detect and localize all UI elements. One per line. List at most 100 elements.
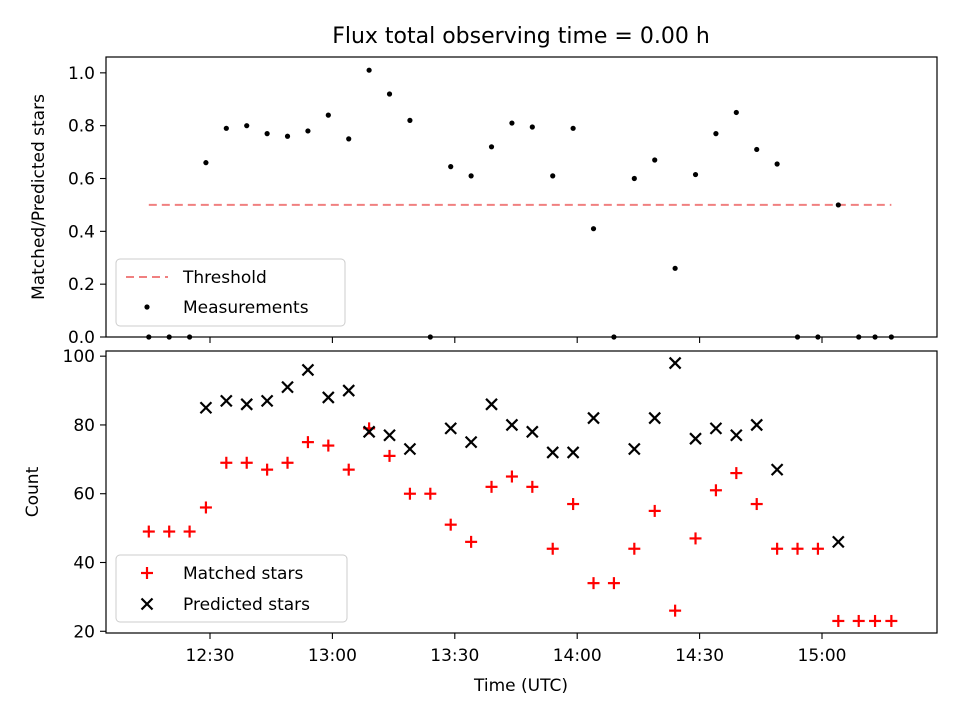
predicted-stars-point — [526, 425, 539, 439]
count-y-ticks: 20 40 60 80 100 — [63, 347, 106, 642]
predicted-stars-point — [668, 356, 682, 370]
matched-stars-point — [183, 525, 196, 538]
measurement-point — [223, 125, 229, 131]
measurement-point — [386, 91, 393, 97]
matched-stars-point — [424, 487, 437, 500]
count-y-tick-label: 80 — [73, 416, 95, 436]
predicted-stars-point — [648, 411, 661, 425]
count-x-tick-label: 14:00 — [553, 646, 602, 666]
measurement-point — [835, 202, 841, 208]
count-legend-box — [115, 554, 348, 623]
measurement-point — [448, 164, 454, 170]
matched-stars-point — [526, 480, 539, 493]
measurement-point — [754, 146, 760, 153]
predicted-stars-point — [770, 463, 784, 476]
matched-stars-point — [301, 436, 314, 449]
measurement-point — [590, 226, 597, 232]
count-y-axis-label: Count — [23, 466, 43, 517]
matched-stars-point — [485, 480, 498, 493]
matched-stars-point — [885, 614, 898, 627]
ratio-y-tick-label: 0.8 — [68, 117, 95, 137]
matched-stars-point — [648, 504, 661, 517]
matched-stars-point — [587, 577, 600, 590]
measurement-point — [325, 112, 331, 118]
matched-stars-point — [342, 463, 355, 476]
count-panel: 20 40 60 80 100 12:30 13:00 13:30 14:00 14:30 15:… — [23, 347, 938, 696]
matched-stars-point — [383, 449, 396, 462]
legend-predicted-swatch — [140, 597, 154, 611]
count-y-tick-label: 20 — [73, 622, 95, 642]
chart-title: Flux total observing time = 0.00 h — [332, 24, 710, 49]
predicted-stars-point — [485, 398, 498, 411]
measurement-point — [203, 160, 209, 166]
legend-threshold-label: Threshold — [182, 268, 267, 288]
predicted-stars-point — [199, 401, 213, 415]
matched-stars-point — [163, 525, 176, 538]
predicted-stars-point — [403, 442, 417, 456]
measurement-point — [713, 131, 719, 137]
matched-stars-point — [281, 456, 294, 469]
matched-stars-point — [199, 501, 212, 514]
count-y-tick-label: 60 — [73, 485, 95, 505]
count-legend: Matched stars Predicted stars — [115, 554, 348, 623]
measurement-point — [652, 157, 658, 163]
legend-matched-swatch — [141, 567, 153, 579]
ratio-y-tick-label: 0.4 — [68, 222, 95, 242]
predicted-stars-point — [832, 535, 845, 549]
count-x-tick-label: 15:00 — [798, 646, 847, 666]
predicted-stars-point — [709, 422, 723, 435]
predicted-stars-point — [383, 428, 396, 442]
legend-predicted-label: Predicted stars — [183, 595, 310, 615]
matched-stars-point — [567, 498, 580, 511]
measurement-point — [488, 144, 495, 150]
count-y-tick-label: 40 — [73, 554, 95, 574]
measurement-point — [346, 136, 352, 142]
matched-stars-point — [771, 542, 784, 555]
matched-stars-point — [669, 604, 682, 617]
count-x-tick-label: 12:30 — [186, 646, 235, 666]
measurement-point — [733, 109, 739, 116]
matched-stars-point — [465, 535, 478, 548]
measurement-point — [407, 117, 413, 123]
matched-stars-point — [546, 542, 559, 555]
ratio-panel: 0.0 0.2 0.4 0.6 0.8 1.0 Matched/Predicted sta… — [29, 56, 938, 348]
count-x-ticks: 12:30 13:00 13:30 14:00 14:30 15:00 — [186, 633, 847, 666]
matched-stars-point — [628, 542, 641, 555]
matched-stars-point — [261, 463, 274, 476]
measurement-point — [672, 265, 678, 271]
predicted-stars-point — [362, 425, 376, 439]
matched-stars-point — [709, 484, 722, 497]
measurement-point — [366, 67, 372, 73]
measurement-point — [631, 175, 637, 182]
measurement-point — [468, 173, 474, 179]
measurement-point — [774, 161, 780, 167]
ratio-y-axis-label: Matched/Predicted stars — [29, 94, 49, 300]
ratio-y-tick-label: 1.0 — [68, 64, 95, 84]
x-axis-label: Time (UTC) — [473, 676, 568, 696]
matched-stars-point — [869, 614, 882, 627]
matched-stars-point — [791, 542, 804, 555]
legend-measurements-label: Measurements — [183, 298, 309, 318]
measurement-point — [264, 131, 270, 137]
measurement-point — [244, 123, 250, 129]
count-y-tick-label: 100 — [63, 347, 95, 367]
measurement-point — [550, 173, 556, 179]
count-x-tick-label: 13:30 — [430, 646, 479, 666]
predicted-stars-point — [730, 428, 743, 442]
measurement-point — [509, 120, 515, 126]
measurement-point — [692, 171, 699, 178]
legend-matched-label: Matched stars — [183, 564, 303, 584]
ratio-x-ticks — [209, 337, 823, 343]
matched-stars-point — [142, 525, 155, 538]
measurement-point — [284, 133, 291, 139]
predicted-stars-point — [444, 422, 457, 435]
legend-measurements-swatch — [144, 304, 150, 310]
predicted-stars-point — [505, 418, 519, 432]
predicted-stars-point — [322, 391, 335, 404]
predicted-stars-point — [628, 442, 641, 456]
matched-stars-point — [689, 532, 702, 545]
predicted-stars-point — [342, 384, 355, 397]
ratio-y-tick-label: 0.0 — [68, 328, 95, 348]
matched-stars-point — [811, 542, 824, 555]
